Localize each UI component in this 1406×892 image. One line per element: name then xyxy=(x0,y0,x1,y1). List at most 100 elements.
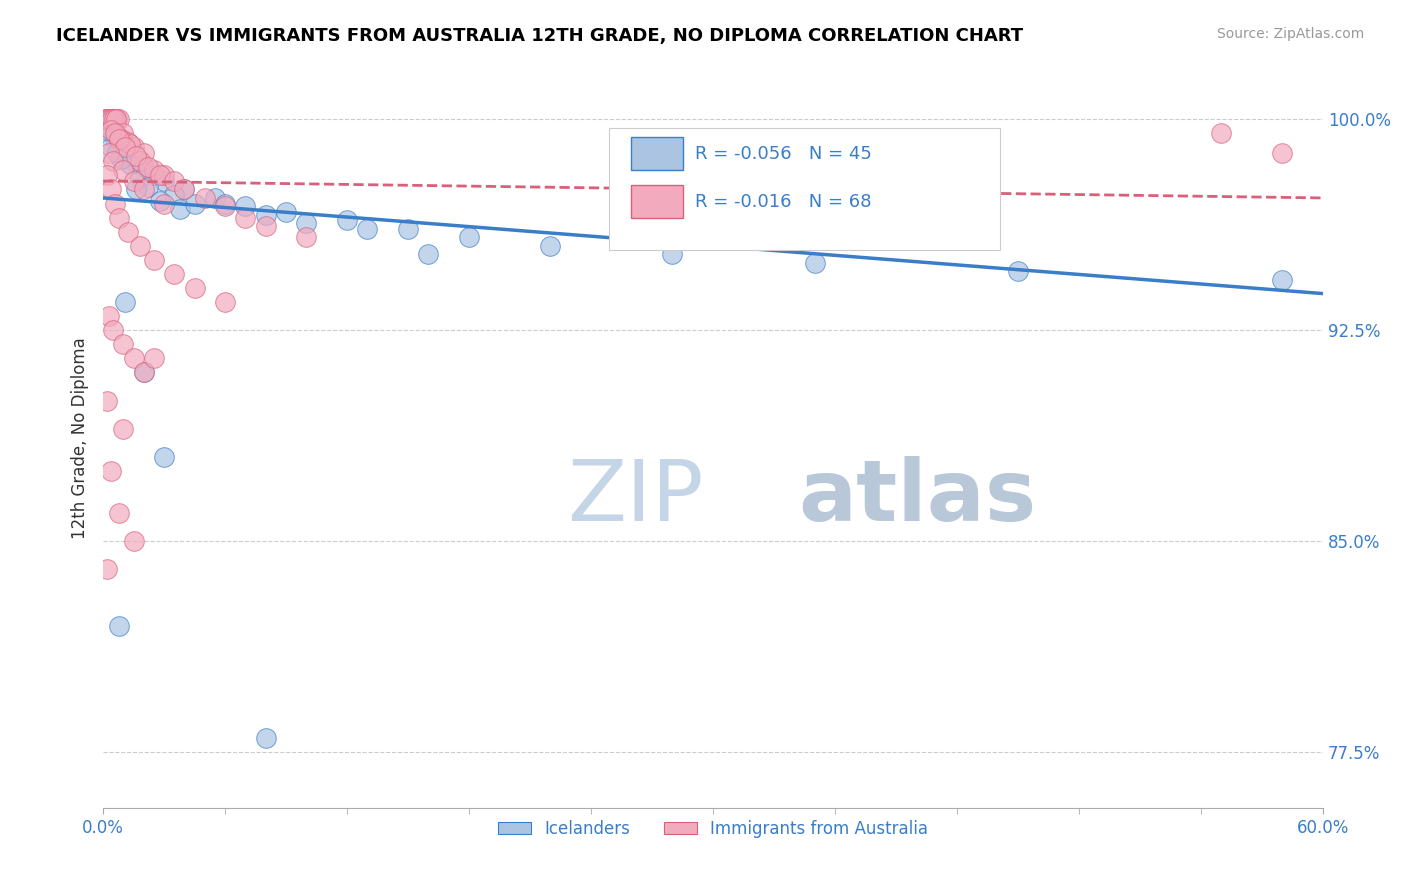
Point xyxy=(117,149,139,163)
Point xyxy=(214,295,236,310)
Point xyxy=(132,160,155,174)
Point xyxy=(105,112,128,127)
Point xyxy=(98,112,121,127)
Point xyxy=(173,182,195,196)
Point xyxy=(122,351,145,366)
Point xyxy=(1271,145,1294,160)
Point xyxy=(132,182,155,196)
Point xyxy=(104,132,127,146)
Y-axis label: 12th Grade, No Diploma: 12th Grade, No Diploma xyxy=(72,337,89,540)
Point xyxy=(100,123,122,137)
Point xyxy=(336,213,359,227)
Point xyxy=(103,154,125,169)
Point xyxy=(163,188,186,202)
Point xyxy=(128,154,150,169)
Point xyxy=(132,145,155,160)
Point xyxy=(117,225,139,239)
Point xyxy=(254,731,277,745)
Point xyxy=(153,196,176,211)
Point xyxy=(104,126,127,140)
Text: ICELANDER VS IMMIGRANTS FROM AUSTRALIA 12TH GRADE, NO DIPLOMA CORRELATION CHART: ICELANDER VS IMMIGRANTS FROM AUSTRALIA 1… xyxy=(56,27,1024,45)
Point xyxy=(96,112,118,127)
Point xyxy=(98,145,121,160)
Point xyxy=(194,191,217,205)
Point xyxy=(96,120,118,135)
Point xyxy=(98,309,121,323)
Point xyxy=(149,169,172,183)
Text: R = -0.056   N = 45: R = -0.056 N = 45 xyxy=(695,145,872,162)
Text: Source: ZipAtlas.com: Source: ZipAtlas.com xyxy=(1216,27,1364,41)
Point xyxy=(96,123,118,137)
Text: R = -0.016   N = 68: R = -0.016 N = 68 xyxy=(695,193,872,211)
Point xyxy=(235,199,257,213)
Point xyxy=(105,112,128,127)
Point xyxy=(143,169,166,183)
Point xyxy=(173,182,195,196)
Point xyxy=(97,112,120,127)
Point xyxy=(169,202,191,217)
Point xyxy=(108,112,131,127)
Point xyxy=(143,162,166,177)
FancyBboxPatch shape xyxy=(609,128,1000,250)
Point xyxy=(804,255,827,269)
Point xyxy=(118,137,141,152)
Point xyxy=(122,154,145,169)
Point xyxy=(108,618,131,632)
Point xyxy=(96,112,118,127)
Point xyxy=(110,132,132,146)
Point xyxy=(103,323,125,337)
Point xyxy=(94,112,117,127)
Point xyxy=(1007,264,1029,278)
Point xyxy=(122,174,145,188)
Point xyxy=(98,112,121,127)
Point xyxy=(183,281,205,295)
Point xyxy=(1271,272,1294,286)
Point xyxy=(104,196,127,211)
FancyBboxPatch shape xyxy=(631,137,683,169)
Point xyxy=(101,112,124,127)
Point xyxy=(458,230,481,244)
Point xyxy=(122,140,145,154)
Point xyxy=(153,174,176,188)
Point xyxy=(105,145,128,160)
Point xyxy=(1211,126,1233,140)
Point xyxy=(96,393,118,408)
Point xyxy=(110,152,132,166)
Point xyxy=(100,140,122,154)
Point xyxy=(112,422,135,436)
Point xyxy=(103,112,125,127)
Point xyxy=(112,162,135,177)
Point xyxy=(295,230,318,244)
Point xyxy=(108,506,131,520)
Point xyxy=(112,126,135,140)
Point xyxy=(143,351,166,366)
Point xyxy=(143,252,166,267)
Point xyxy=(122,534,145,549)
Point xyxy=(163,267,186,281)
Point xyxy=(100,112,122,127)
Point xyxy=(103,126,125,140)
Point xyxy=(128,239,150,253)
Point xyxy=(149,194,172,208)
Point xyxy=(204,191,226,205)
Point xyxy=(108,211,131,225)
Point xyxy=(114,295,136,310)
Point xyxy=(132,365,155,379)
Point xyxy=(661,247,683,261)
Point xyxy=(104,112,127,127)
Point xyxy=(136,160,159,174)
Point xyxy=(112,143,135,157)
Point xyxy=(214,196,236,211)
Point xyxy=(114,140,136,154)
Point xyxy=(124,149,146,163)
Point xyxy=(96,169,118,183)
Point xyxy=(163,174,186,188)
Point xyxy=(153,450,176,464)
Point xyxy=(254,208,277,222)
Point xyxy=(100,464,122,478)
Point xyxy=(108,135,131,149)
Point xyxy=(254,219,277,233)
Point xyxy=(98,118,121,132)
Point xyxy=(105,129,128,144)
Point xyxy=(418,247,440,261)
